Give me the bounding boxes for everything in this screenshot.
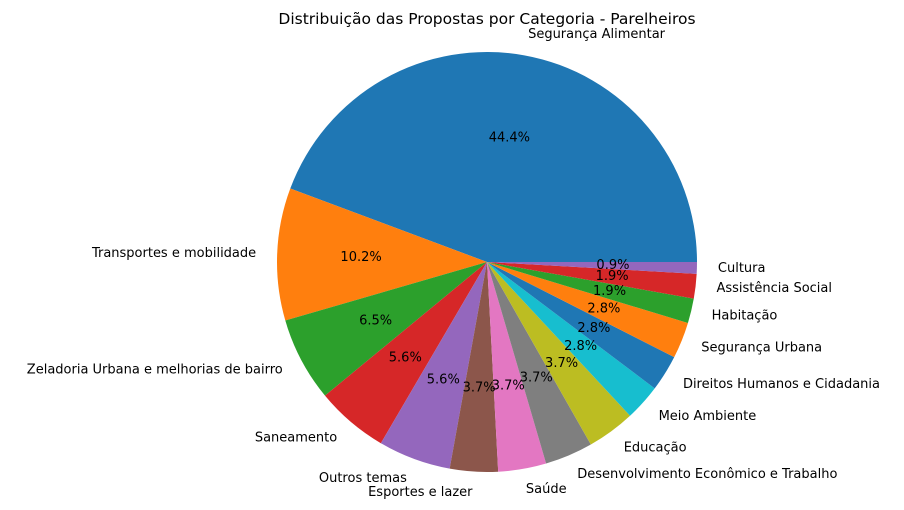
pie-slice-zeladoria-urbana-e-melhorias-de-bairro: [285, 262, 487, 396]
slice-pct-cultura: 0.9%: [596, 258, 629, 273]
pie-slice-desenvolvimento-economico-e-trabalho: [487, 262, 591, 464]
slice-label-cultura: Cultura: [718, 261, 766, 276]
slice-label-transportes-e-mobilidade: Transportes e mobilidade: [91, 246, 256, 261]
pie-slice-saude: [487, 262, 547, 472]
slice-label-educacao: Educação: [624, 441, 687, 456]
pie-slice-seguranca-urbana: [487, 262, 688, 358]
slice-label-zeladoria-urbana-e-melhorias-de-bairro: Zeladoria Urbana e melhorias de bairro: [27, 362, 283, 377]
slice-label-direitos-humanos-e-cidadania: Direitos Humanos e Cidadania: [683, 377, 880, 392]
slice-pct-educacao: 3.7%: [545, 356, 578, 371]
slice-pct-habitacao: 1.9%: [593, 284, 626, 299]
slice-pct-desenvolvimento-economico-e-trabalho: 3.7%: [520, 370, 553, 385]
slice-label-outros-temas: Outros temas: [319, 471, 407, 486]
slice-label-desenvolvimento-economico-e-trabalho: Desenvolvimento Econômico e Trabalho: [577, 467, 837, 482]
pie-slice-meio-ambiente: [487, 262, 655, 416]
slice-pct-outros-temas: 5.6%: [427, 373, 460, 388]
pie-slice-seguranca-alimentar: [290, 52, 697, 263]
slice-pct-saneamento: 5.6%: [389, 350, 422, 365]
pie-slice-outros-temas: [380, 262, 487, 469]
slice-label-meio-ambiente: Meio Ambiente: [659, 409, 757, 424]
pie-slice-esportes-e-lazer: [449, 262, 499, 472]
slice-pct-transportes-e-mobilidade: 10.2%: [340, 250, 381, 265]
pie-slice-direitos-humanos-e-cidadania: [487, 262, 675, 389]
pie-slices: [277, 52, 697, 472]
slice-label-saude: Saúde: [526, 482, 567, 497]
slice-pct-meio-ambiente: 2.8%: [564, 339, 597, 354]
pie-slice-habitacao: [487, 262, 694, 323]
slice-pct-direitos-humanos-e-cidadania: 2.8%: [577, 321, 610, 336]
slice-label-habitacao: Habitação: [712, 308, 778, 323]
slice-pct-seguranca-urbana: 2.8%: [587, 302, 620, 317]
slice-pct-zeladoria-urbana-e-melhorias-de-bairro: 6.5%: [359, 313, 392, 328]
slice-pct-assistencia-social: 1.9%: [596, 269, 629, 284]
slice-label-seguranca-urbana: Segurança Urbana: [701, 341, 822, 356]
slice-pct-esportes-e-lazer: 3.7%: [463, 380, 496, 395]
slice-pct-seguranca-alimentar: 44.4%: [489, 131, 530, 146]
chart-title: Distribuição das Propostas por Categoria…: [278, 10, 695, 28]
slice-label-esportes-e-lazer: Esportes e lazer: [368, 485, 473, 500]
slice-label-saneamento: Saneamento: [255, 430, 337, 445]
slice-pct-saude: 3.7%: [492, 379, 525, 394]
slice-label-assistencia-social: Assistência Social: [716, 281, 832, 296]
pie-slice-transportes-e-mobilidade: [277, 188, 487, 321]
pie-slice-cultura: [487, 262, 697, 274]
pie-slice-assistencia-social: [487, 262, 697, 299]
slice-label-seguranca-alimentar: Segurança Alimentar: [528, 27, 666, 42]
pie-slice-educacao: [487, 262, 631, 445]
pie-labels: Segurança Alimentar 44.4% Transportes e mo…: [27, 27, 880, 500]
pie-slice-saneamento: [325, 262, 487, 444]
